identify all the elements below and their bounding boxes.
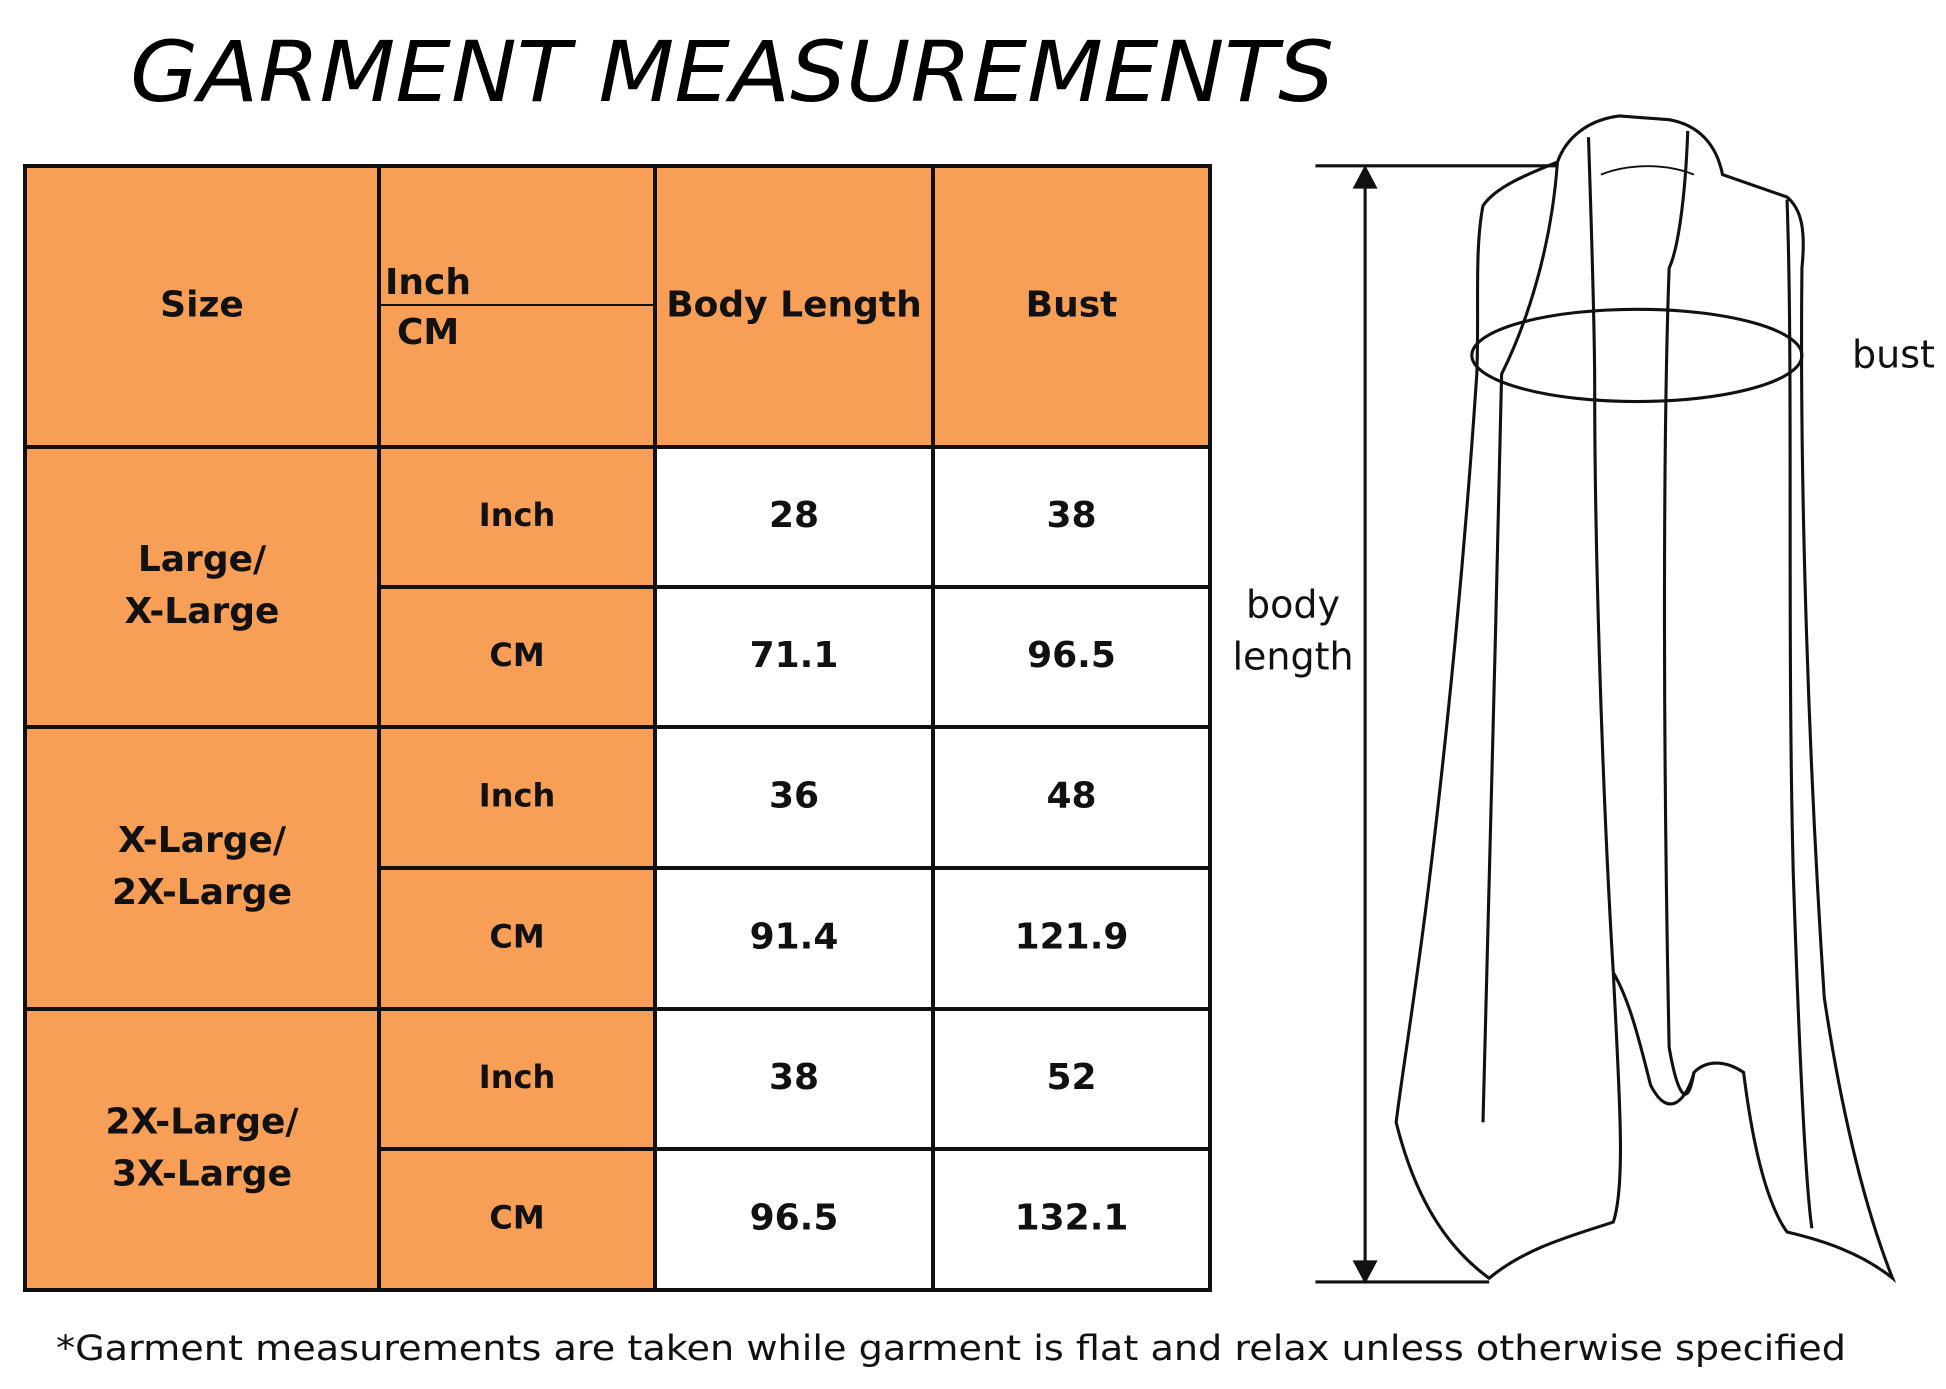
table-cell [931, 1147, 1212, 1292]
cell-text: 121.9 [1015, 917, 1129, 958]
size-table: Size Body Length Bust Inch CM Large/X-Large In… [23, 164, 1212, 1292]
table-cell [653, 1147, 935, 1292]
table-cell [931, 1007, 1212, 1151]
table-cell [653, 725, 935, 870]
cell-text: 96.5 [750, 1198, 839, 1239]
table-cell [653, 866, 935, 1011]
cell-text: Inch [385, 262, 471, 303]
cell-text: 52 [1046, 1057, 1096, 1098]
cell-text: X-Large [125, 591, 280, 632]
table-cell [377, 866, 657, 1011]
bust-label: bust [1852, 333, 1935, 377]
cell-text: 91.4 [750, 917, 839, 958]
table-cell [23, 1007, 381, 1292]
table-cell [377, 1147, 657, 1292]
table-cell [931, 164, 1212, 449]
cell-text: CM [489, 918, 544, 956]
table-cell [377, 725, 657, 870]
cell-text: 3X-Large [112, 1154, 292, 1195]
cell-text: 38 [1046, 495, 1096, 536]
title: GARMENT MEASUREMENTS [130, 23, 1334, 121]
table-cell [23, 164, 381, 449]
cell-text: 38 [769, 1057, 819, 1098]
cell-text: 2X-Large/ [105, 1102, 299, 1143]
garment-diagram [1315, 114, 1897, 1284]
cell-text: 71.1 [750, 635, 839, 676]
cell-text: CM [489, 636, 544, 674]
cell-text: 28 [769, 495, 819, 536]
table-cell [23, 445, 381, 729]
table-cell [931, 725, 1212, 870]
table-cell [931, 585, 1212, 729]
table-cell [931, 866, 1212, 1011]
cell-text: Large/ [138, 539, 267, 580]
cell-text: Body Length [666, 285, 922, 326]
table-cell [931, 445, 1212, 589]
cell-text: 36 [769, 776, 819, 817]
cell-text: 96.5 [1027, 635, 1116, 676]
cell-text: CM [489, 1199, 544, 1237]
cell-text: 48 [1046, 776, 1096, 817]
cell-text: Inch [479, 777, 555, 815]
cell-text: Inch [479, 1058, 555, 1096]
table-cell [377, 164, 657, 449]
footnote: *Garment measurements are taken while ga… [56, 1329, 1846, 1369]
cell-text: Inch [479, 496, 555, 534]
body-length-label: body [1246, 583, 1340, 627]
table-cell [653, 164, 935, 449]
cell-text: 2X-Large [112, 872, 292, 913]
cell-text: CM [397, 312, 459, 353]
cell-text: Bust [1026, 285, 1118, 326]
cell-text: X-Large/ [118, 820, 287, 861]
cell-text: 132.1 [1015, 1198, 1129, 1239]
table-cell [23, 725, 381, 1011]
body-length-label: length [1232, 635, 1353, 679]
cell-text: Size [160, 285, 244, 326]
